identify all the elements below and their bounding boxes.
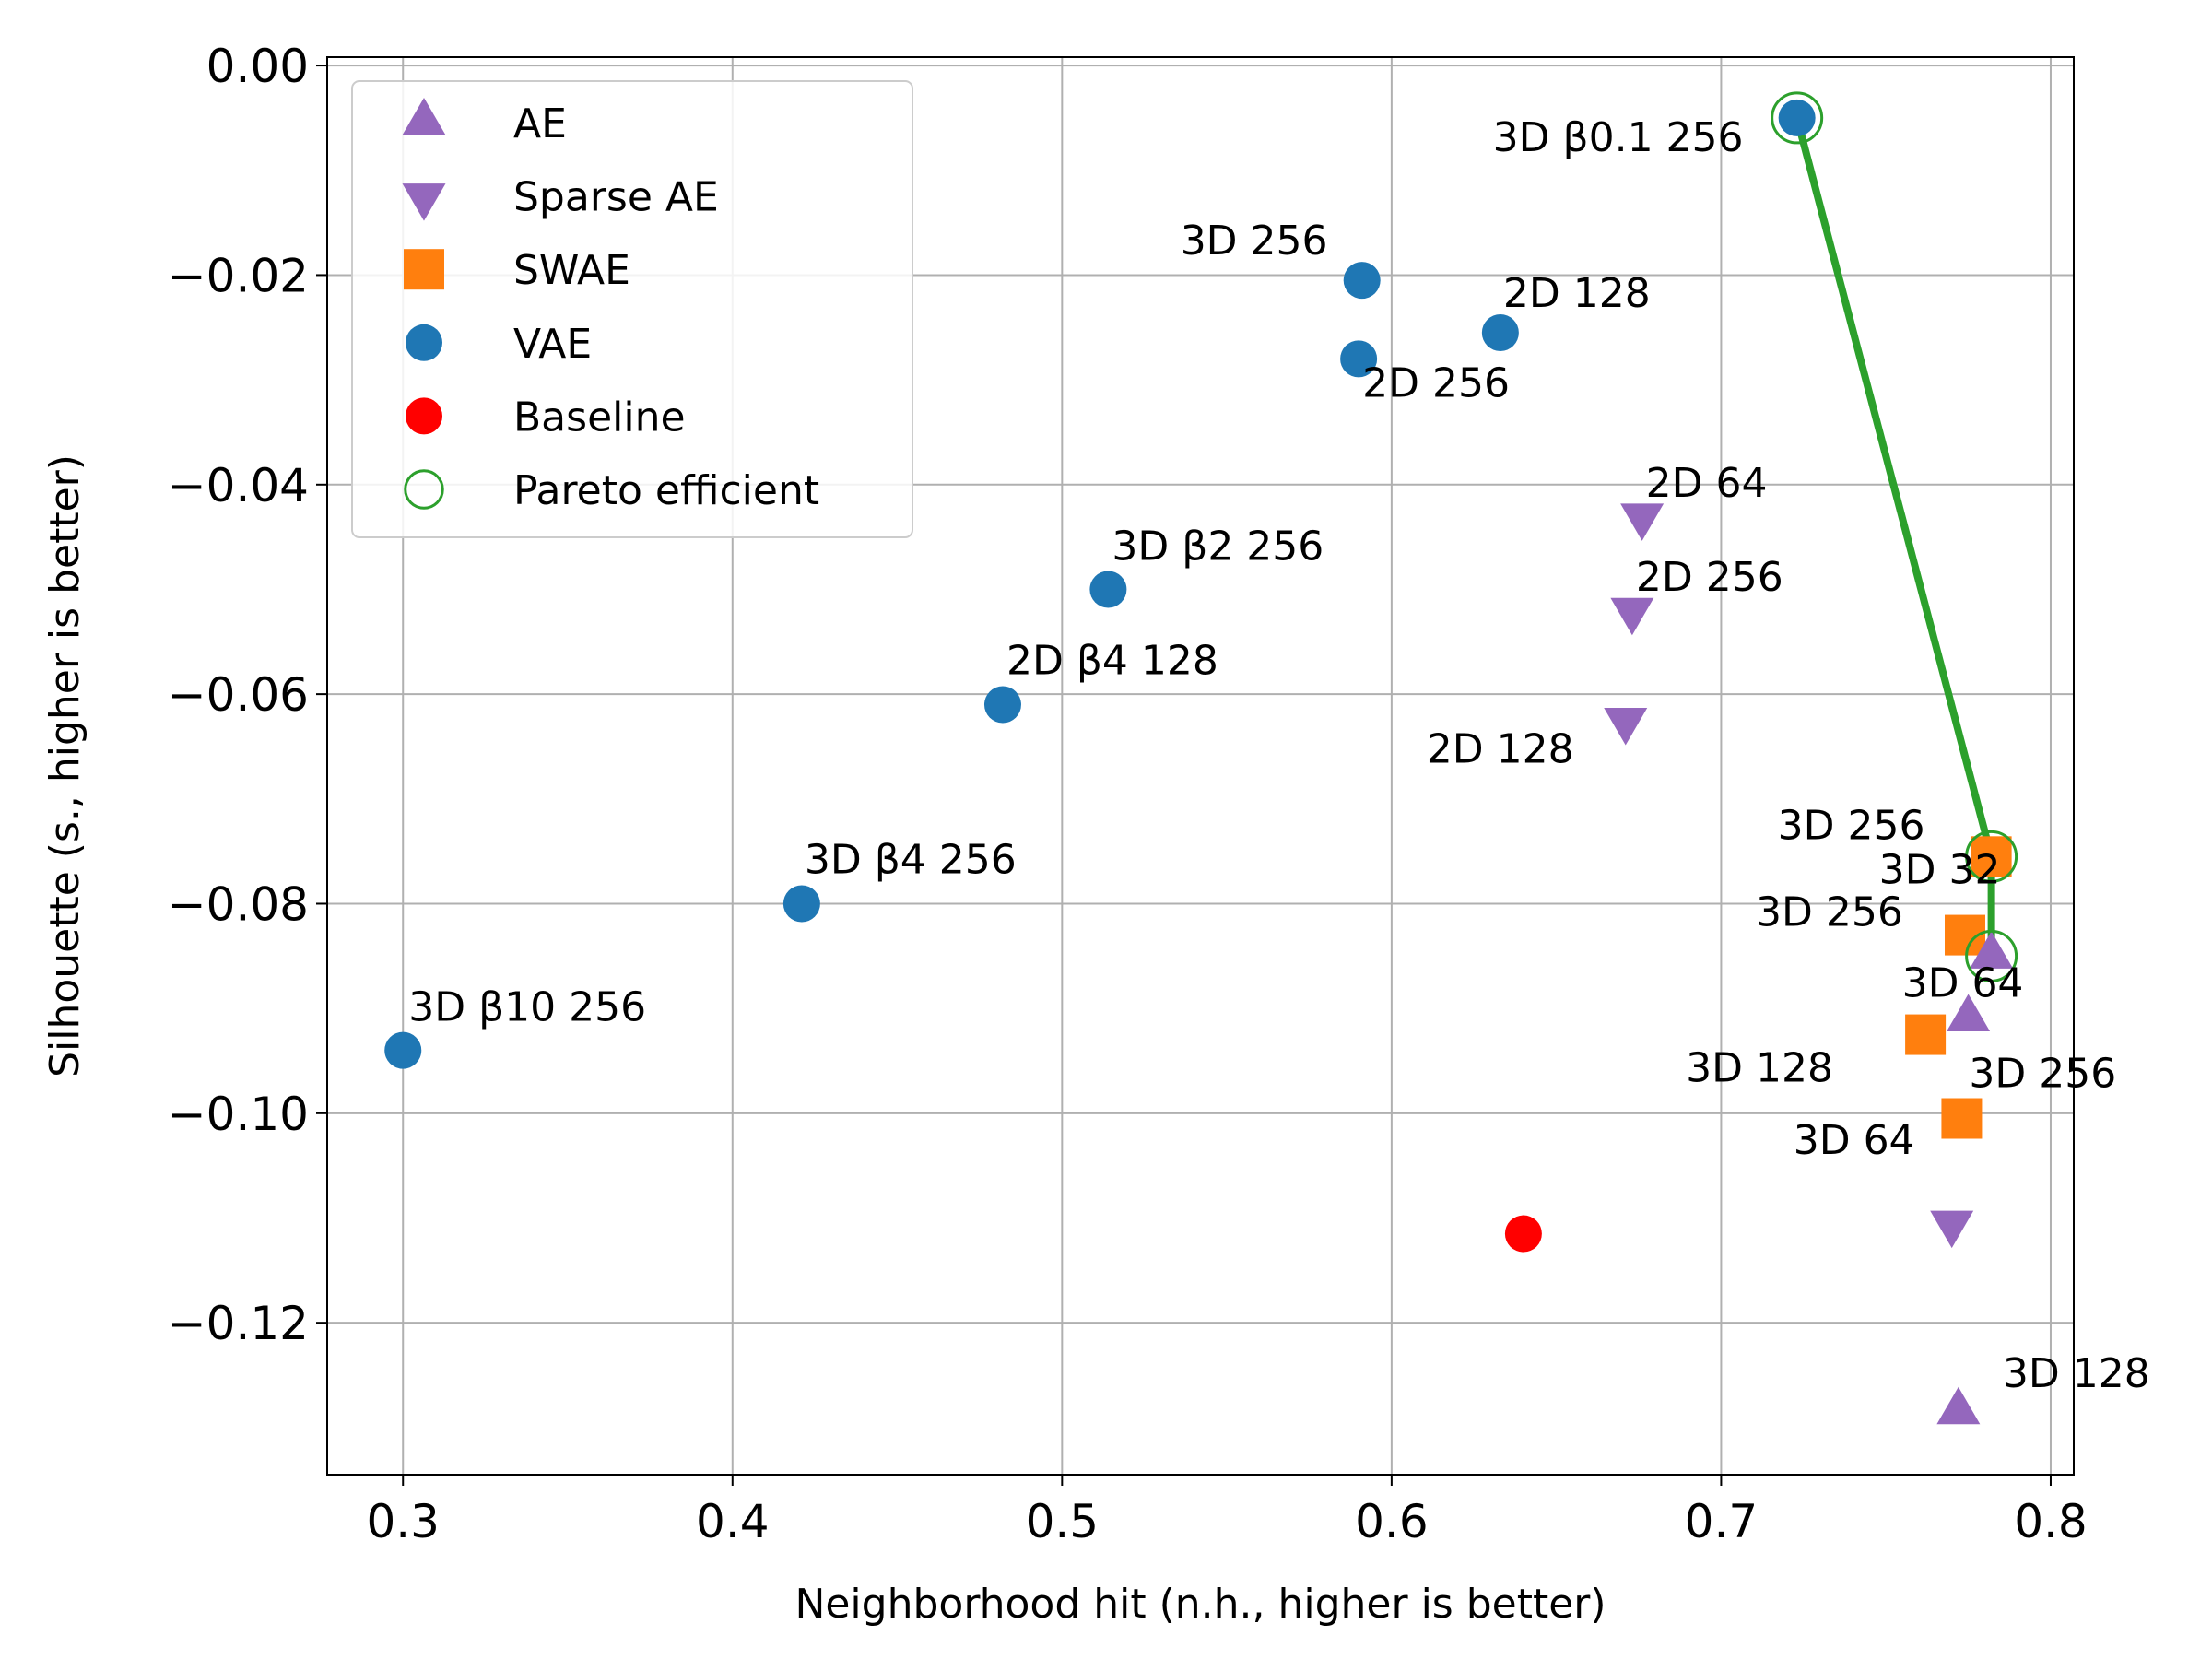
legend-label-baseline: Baseline [513, 394, 686, 441]
vae-point [782, 885, 820, 923]
vae-point [1343, 262, 1381, 300]
legend-marker-vae [406, 324, 442, 361]
y-tick-label: −0.10 [168, 1088, 309, 1141]
legend-label-ae: AE [513, 100, 567, 147]
legend-label-swae: SWAE [513, 247, 630, 294]
swae-point [1941, 1098, 1983, 1139]
swae-point-label: 3D 256 [1756, 889, 1903, 936]
legend-label-vae: VAE [513, 321, 592, 368]
x-tick-label: 0.8 [2014, 1495, 2088, 1548]
x-tick-label: 0.5 [1026, 1495, 1100, 1548]
y-tick-label: 0.00 [206, 40, 309, 93]
legend: AE Sparse AE SWAE VAE Baseline Pareto efficie… [351, 80, 913, 538]
plot-frame [326, 56, 2075, 1476]
vae-point [1089, 571, 1127, 608]
sparse-ae-point [1930, 1210, 1974, 1249]
y-tick-label: −0.08 [168, 877, 309, 931]
legend-marker-sparse-ae [402, 183, 446, 221]
grid-lines [327, 57, 2074, 1475]
vae-point-label: 3D 256 [1181, 218, 1328, 265]
x-tick-label: 0.7 [1685, 1495, 1759, 1548]
pareto-efficient-point [1965, 929, 2018, 982]
sparse-ae-point [1610, 597, 1654, 636]
legend-marker-pareto-efficient [404, 469, 444, 510]
legend-box [351, 80, 913, 538]
pareto-efficient-point [1771, 91, 1824, 145]
sparse-ae-point-label: 2D 64 [1646, 460, 1768, 507]
vae-point [1340, 340, 1378, 378]
x-tick-label: 0.3 [366, 1495, 440, 1548]
x-tick-label: 0.4 [696, 1495, 770, 1548]
legend-marker-baseline [406, 397, 442, 435]
vae-point-label: 3D β4 256 [805, 836, 1017, 883]
vae-point [1778, 99, 1816, 136]
sparse-ae-point [1604, 708, 1648, 746]
baseline-point [1504, 1215, 1542, 1253]
swae-point [1905, 1014, 1947, 1055]
data-points [384, 91, 2018, 1425]
legend-label-pareto-efficient: Pareto efficient [513, 467, 819, 514]
vae-point-label: 2D 256 [1362, 359, 1510, 406]
sparse-ae-point-label: 2D 128 [1427, 726, 1574, 773]
x-tick-label: 0.6 [1355, 1495, 1429, 1548]
y-tick-label: −0.04 [168, 459, 309, 512]
point-labels: 3D β0.1 256 3D 256 2D 128 2D 256 3D β2 256 2D… [408, 114, 2149, 1397]
vae-point [384, 1031, 422, 1069]
ae-point [1970, 931, 2014, 969]
y-axis-title: Silhouette (s., higher is better) [41, 454, 88, 1077]
vae-point-label: 3D β0.1 256 [1493, 114, 1744, 161]
ae-point-label: 3D 64 [1902, 960, 2024, 1007]
legend-label-sparse-ae: Sparse AE [513, 174, 719, 221]
y-tick-label: −0.02 [168, 249, 309, 302]
vae-point [1481, 313, 1519, 351]
swae-point [1971, 836, 2012, 877]
vae-point [983, 686, 1021, 724]
y-tick-label: −0.12 [168, 1297, 309, 1350]
sparse-ae-point-label: 3D 64 [1794, 1117, 1915, 1164]
vae-point-label: 3D β10 256 [408, 984, 646, 1031]
axis-ticks: 0.3 0.4 0.5 0.6 0.7 0.8 0.00 −0.02 −0.04 −0.06 −0.… [168, 40, 2088, 1548]
vae-point-label: 2D 128 [1503, 270, 1651, 317]
vae-point-label: 2D β4 128 [1006, 638, 1218, 685]
ae-point-label: 3D 32 [1879, 846, 2001, 893]
swae-point-label: 3D 128 [1686, 1045, 1833, 1092]
legend-marker-swae [404, 249, 444, 290]
ae-point [1947, 994, 1991, 1032]
x-axis-title: Neighborhood hit (n.h., higher is better… [794, 1581, 1606, 1628]
ae-point-label: 3D 128 [2003, 1350, 2150, 1397]
ae-point [1936, 1386, 1981, 1425]
pareto-efficient-point [1965, 830, 2018, 883]
sparse-ae-point-label: 2D 256 [1636, 554, 1783, 601]
swae-point-label: 3D 256 [1969, 1051, 2116, 1098]
y-tick-label: −0.06 [168, 668, 309, 722]
vae-point-label: 3D β2 256 [1112, 523, 1324, 570]
sparse-ae-point [1620, 503, 1665, 541]
legend-marker-ae [402, 98, 446, 135]
swae-point-label: 3D 256 [1778, 802, 1925, 849]
